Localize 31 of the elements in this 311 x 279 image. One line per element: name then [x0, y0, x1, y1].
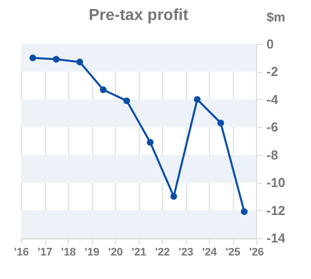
- point: [52, 56, 60, 63]
- y-tick-label: -10: [266, 175, 286, 190]
- x-tick-label: '26: [249, 246, 264, 258]
- y-tick-label: -6: [266, 120, 278, 135]
- x-tick-label: '21: [132, 246, 146, 258]
- y-tick-label: -14: [266, 230, 286, 246]
- x-tick-label: '20: [108, 246, 123, 258]
- x-tick-label: '17: [38, 246, 52, 258]
- x-tick-label: '23: [178, 246, 194, 258]
- point: [146, 139, 154, 146]
- x-tick-label: '16: [14, 246, 29, 258]
- y-tick-label: 0: [266, 36, 274, 52]
- point: [217, 120, 224, 126]
- x-tick-label: '19: [84, 246, 100, 258]
- point: [194, 96, 201, 103]
- y-tick-label: -8: [266, 147, 278, 162]
- x-tick-label: '25: [226, 246, 240, 258]
- chart-title: Pre-tax profit: [88, 7, 189, 24]
- point: [123, 97, 130, 104]
- x-tick-label: '22: [155, 246, 170, 258]
- point: [29, 54, 36, 62]
- point: [240, 208, 248, 216]
- point: [170, 193, 178, 200]
- point: [100, 86, 107, 94]
- x-tick-label: '18: [61, 246, 76, 258]
- point: [76, 58, 84, 66]
- x-tick-label: '24: [202, 246, 218, 258]
- y-tick-label: -4: [266, 92, 279, 107]
- y-axis-title: $m: [266, 10, 286, 24]
- y-tick-label: -2: [266, 64, 278, 80]
- y-tick-label: -12: [266, 202, 286, 218]
